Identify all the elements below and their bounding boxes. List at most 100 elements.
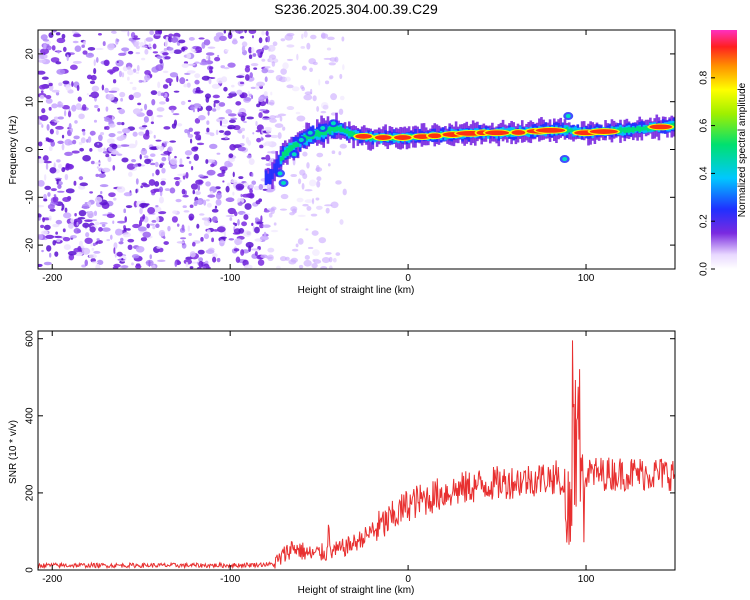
ridge-band <box>333 126 336 133</box>
noise-blob <box>229 217 233 221</box>
noise-blob <box>140 237 148 242</box>
noise-blob <box>64 207 68 213</box>
noise-blob <box>325 207 330 214</box>
ridge-hotspot <box>394 135 412 140</box>
noise-blob <box>93 210 98 217</box>
noise-blob <box>62 236 71 242</box>
noise-blob <box>111 143 118 150</box>
noise-blob <box>107 93 115 101</box>
noise-blob <box>193 201 198 207</box>
noise-blob <box>175 198 182 203</box>
noise-blob <box>53 116 59 120</box>
noise-blob <box>189 251 196 258</box>
ridge-band <box>318 129 321 138</box>
noise-blob <box>257 51 260 57</box>
noise-blob <box>132 68 137 73</box>
noise-blob <box>156 145 161 150</box>
noise-blob <box>140 200 146 204</box>
noise-blob <box>48 82 53 87</box>
noise-blob <box>271 61 276 67</box>
noise-blob <box>83 40 86 45</box>
noise-blob <box>155 64 164 71</box>
noise-blob <box>221 169 226 175</box>
noise-blob <box>62 105 70 110</box>
noise-blob <box>56 37 66 44</box>
noise-blob <box>190 106 195 110</box>
noise-blob <box>279 208 288 211</box>
noise-blob <box>205 159 209 164</box>
noise-blob <box>224 130 231 136</box>
noise-blob <box>47 138 55 143</box>
noise-blob <box>198 37 205 40</box>
noise-blob <box>63 212 72 219</box>
noise-blob <box>108 132 116 138</box>
noise-blob <box>100 131 105 136</box>
noise-blob <box>297 214 306 217</box>
noise-blob <box>311 262 318 269</box>
noise-blob <box>188 160 192 164</box>
ridge-hotspot <box>649 124 673 130</box>
noise-blob <box>206 169 216 176</box>
noise-blob <box>96 259 104 266</box>
noise-blob <box>156 114 163 118</box>
spectrogram-x-tick-label: -100 <box>220 273 240 284</box>
ridge-band <box>567 129 571 133</box>
noise-blob <box>304 91 313 96</box>
noise-blob <box>251 222 254 227</box>
ridge-band <box>277 154 281 168</box>
ridge-band <box>326 127 330 133</box>
noise-blob <box>256 137 262 143</box>
noise-blob <box>150 121 154 125</box>
noise-blob <box>243 120 247 124</box>
noise-blob <box>199 61 208 66</box>
noise-blob <box>94 104 99 109</box>
noise-blob <box>291 86 300 92</box>
noise-blob <box>312 249 320 256</box>
noise-blob <box>227 162 233 168</box>
noise-blob <box>192 189 196 195</box>
noise-blob <box>55 231 59 235</box>
ridge-band <box>565 126 569 134</box>
noise-blob <box>98 173 106 178</box>
noise-blob <box>205 181 211 187</box>
ridge-band <box>345 128 349 134</box>
noise-blob <box>179 158 183 165</box>
noise-blob <box>106 238 111 242</box>
noise-blob <box>241 45 246 53</box>
noise-blob <box>251 35 254 39</box>
noise-blob <box>245 241 254 248</box>
noise-blob <box>136 64 140 72</box>
noise-blob <box>205 52 215 56</box>
noise-blob <box>138 79 143 83</box>
noise-blob <box>296 53 299 61</box>
noise-blob <box>120 97 124 102</box>
noise-blob <box>155 139 162 142</box>
noise-blob <box>239 36 245 39</box>
noise-blob <box>207 55 211 61</box>
ridge-band <box>642 126 646 131</box>
noise-blob <box>102 41 106 46</box>
noise-blob <box>240 127 246 132</box>
noise-blob <box>252 53 257 57</box>
ridge-band <box>266 173 270 184</box>
noise-blob <box>38 56 41 60</box>
noise-blob <box>265 66 271 69</box>
noise-blob <box>187 99 192 103</box>
noise-blob <box>296 115 306 122</box>
noise-blob <box>255 121 258 127</box>
noise-blob <box>49 252 52 258</box>
noise-blob <box>196 223 200 229</box>
noise-blob <box>74 45 82 53</box>
noise-blob <box>148 179 156 186</box>
noise-blob <box>51 30 57 33</box>
noise-blob <box>159 163 163 168</box>
noise-blob <box>89 226 96 233</box>
noise-blob <box>216 226 226 233</box>
ridge-band <box>328 126 332 135</box>
noise-blob <box>188 213 195 221</box>
noise-blob <box>43 54 48 59</box>
noise-blob <box>262 224 271 228</box>
noise-blob <box>121 157 129 163</box>
colorbar-tick-label: 0.4 <box>699 166 710 180</box>
noise-blob <box>307 246 314 250</box>
